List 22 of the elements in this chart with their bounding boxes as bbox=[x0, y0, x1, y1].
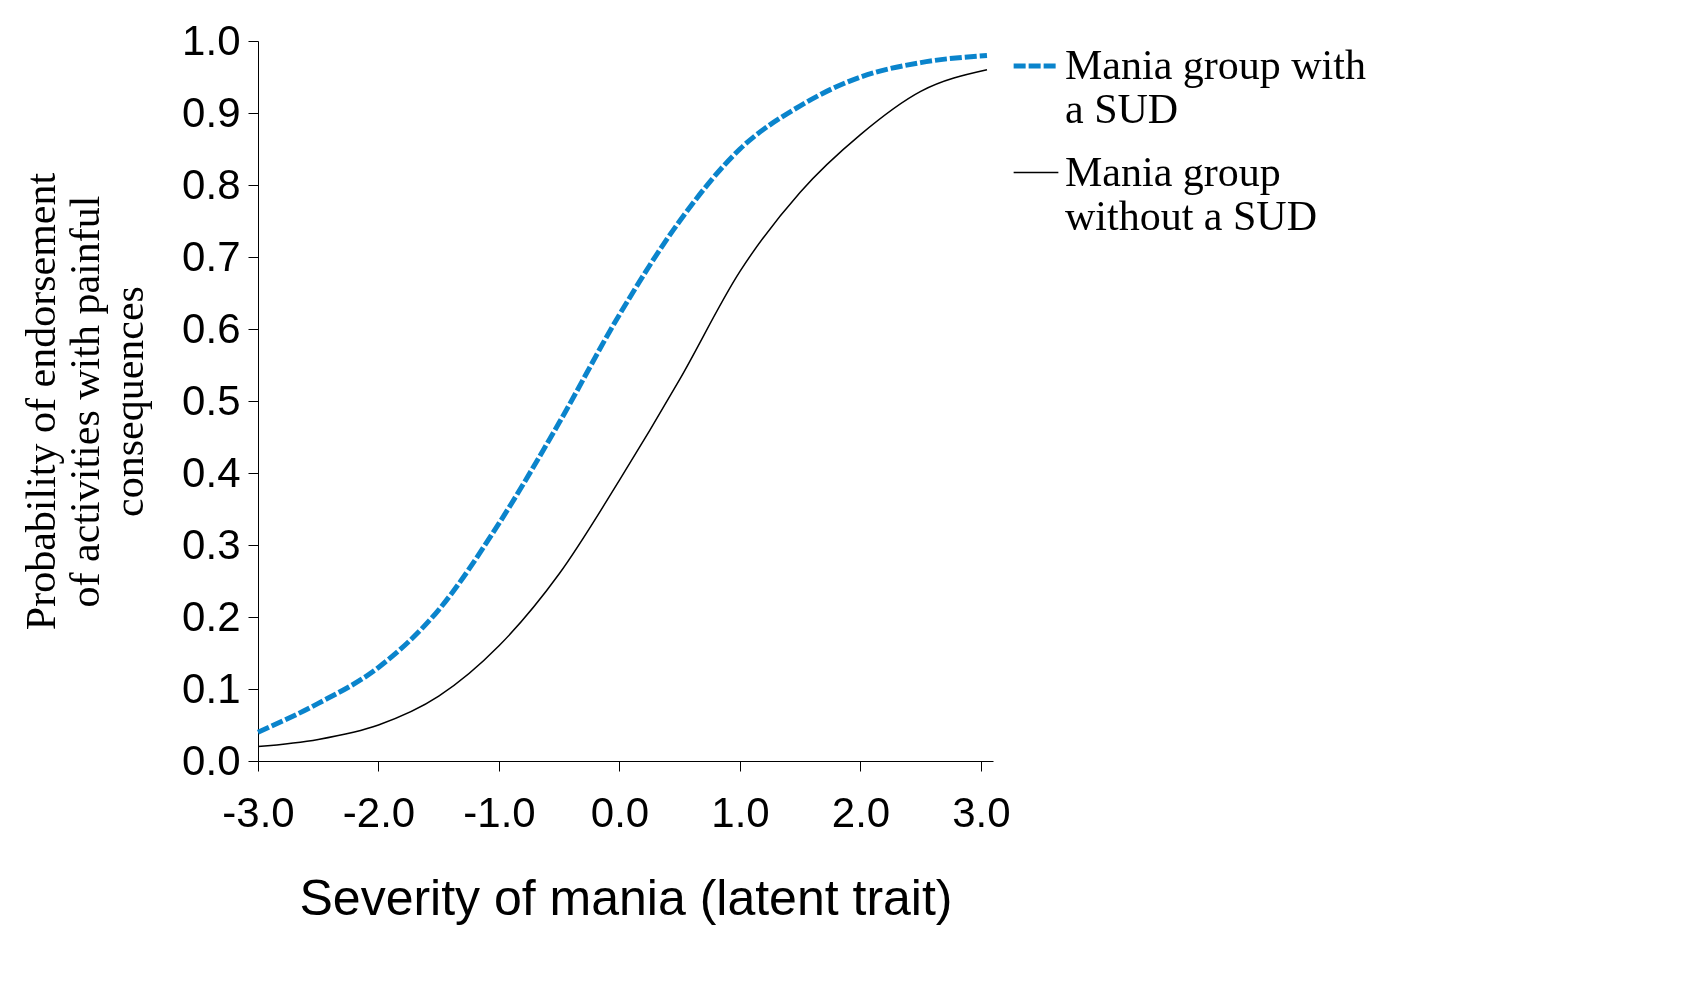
x-tick-label: 1.0 bbox=[711, 788, 770, 836]
x-tick-label: 0.0 bbox=[590, 788, 650, 836]
y-tick-label: 0.1 bbox=[182, 664, 241, 712]
x-tick-label: -2.0 bbox=[342, 788, 416, 836]
y-tick-label: 1.0 bbox=[182, 16, 241, 64]
y-tick-label: 0.9 bbox=[182, 88, 241, 136]
x-tick-label: 2.0 bbox=[831, 788, 891, 836]
y-tick-label: 0.4 bbox=[182, 448, 241, 496]
y-tick-label: 0.2 bbox=[182, 592, 241, 640]
y-tick-label: 0.7 bbox=[182, 232, 241, 280]
y-axis-title: Probability of endorsement of activities with painful consequences bbox=[18, 172, 153, 631]
legend-label: Mania group with a SUD bbox=[1065, 42, 1366, 132]
y-tick-label: 0.8 bbox=[182, 160, 241, 208]
y-tick-label: 0.3 bbox=[182, 520, 241, 568]
y-tick-label: 0.0 bbox=[182, 736, 241, 784]
x-tick-label: 3.0 bbox=[952, 788, 1011, 836]
legend-label: Mania group without a SUD bbox=[1065, 148, 1317, 239]
y-tick-label: 0.5 bbox=[182, 376, 241, 424]
y-tick-label: 0.6 bbox=[182, 304, 241, 352]
x-axis-title: Severity of mania (latent trait) bbox=[299, 869, 953, 926]
x-tick-label: -1.0 bbox=[463, 788, 536, 836]
x-tick-label: -3.0 bbox=[222, 788, 295, 836]
